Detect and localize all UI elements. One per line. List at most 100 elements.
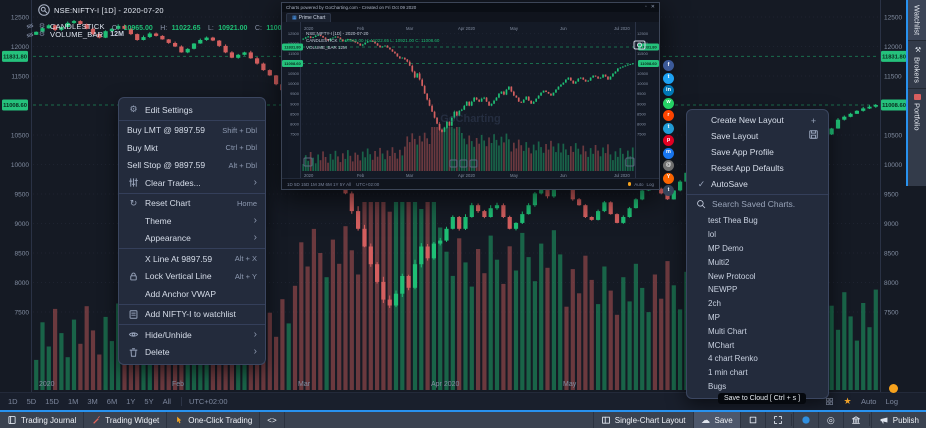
menu-item-add-anchor-vwap[interactable]: Add Anchor VWAP: [119, 285, 265, 303]
layout-menu-label: Reset App Defaults: [711, 163, 784, 173]
toolbar-expand-button[interactable]: [764, 412, 790, 428]
snapshot-tab[interactable]: ▦ Prime Chart: [286, 12, 332, 22]
svg-text:11008.60: 11008.60: [284, 61, 301, 66]
menu-item-buy-lmt-9897-59[interactable]: Buy LMT @ 9897.59 Shift + Dbl: [119, 122, 265, 140]
menu-item-lock-vertical-line[interactable]: Lock Vertical Line Alt + Y: [119, 268, 265, 286]
saved-chart-item[interactable]: Multi2: [708, 257, 730, 267]
snapshot-close-icon[interactable]: ✕: [650, 3, 655, 10]
saved-charts-search-input[interactable]: [712, 199, 812, 209]
share-twitter-icon[interactable]: t: [663, 72, 674, 84]
timeframe-1m[interactable]: 1M: [67, 397, 79, 406]
side-tab-watchlist[interactable]: Watchlist: [908, 0, 926, 41]
snapshot-log-label: Log: [646, 181, 654, 187]
layout-menu-item-reset-app-defaults[interactable]: Reset App Defaults: [687, 160, 828, 176]
toolbar-stop-button[interactable]: [739, 412, 765, 428]
svg-text:8000: 8000: [15, 280, 30, 287]
menu-item-theme[interactable]: Theme ›: [119, 212, 265, 230]
saved-chart-item[interactable]: lol: [708, 230, 717, 240]
saved-chart-item[interactable]: MP Demo: [708, 243, 744, 253]
toolbar-single-chart-layout-button[interactable]: Single-Chart Layout: [592, 412, 693, 428]
timeframe-5d[interactable]: 5D: [26, 397, 37, 406]
menu-item-sell-stop-9897-59[interactable]: Sell Stop @ 9897.59 Alt + Dbl: [119, 157, 265, 175]
svg-text:11500: 11500: [288, 51, 300, 56]
timeframe-5y[interactable]: 5Y: [144, 397, 154, 406]
saved-charts-search[interactable]: [687, 194, 828, 212]
notification-dot[interactable]: [889, 384, 898, 393]
timeframe-15d[interactable]: 15D: [45, 397, 59, 406]
layout-menu-item-save-layout[interactable]: Save Layout: [687, 128, 828, 144]
saved-chart-item[interactable]: MP: [708, 312, 720, 322]
symbol-title: NSE:NIFTY-I [1D] - 2020-07-20: [54, 5, 164, 15]
saved-chart-item[interactable]: 1 min chart: [708, 368, 748, 378]
layout-menu-item-create-new-layout[interactable]: Create New Layout +: [687, 112, 828, 128]
menu-item-clear-trades[interactable]: Clear Trades... ›: [119, 174, 265, 192]
menu-item-buy-mkt[interactable]: Buy Mkt Ctrl + Dbl: [119, 139, 265, 157]
share-linkedin-icon[interactable]: in: [663, 85, 674, 96]
favorite-star-icon[interactable]: ★: [843, 396, 852, 406]
toolbar-one-click-trading-button[interactable]: One-Click Trading: [167, 412, 261, 428]
menu-item-reset-chart[interactable]: ↻ Reset Chart Home: [119, 195, 265, 213]
symbol-search-icon[interactable]: [38, 4, 50, 16]
share-whatsapp-icon[interactable]: w: [663, 97, 674, 109]
volume-settings-gear-icon[interactable]: ⚙: [38, 31, 46, 38]
toolbar-chat-button[interactable]: [792, 412, 818, 428]
menu-item-label: Buy Mkt: [127, 142, 158, 153]
save-tooltip: Save to Cloud [ Ctrl + s ]: [718, 393, 807, 404]
saved-chart-item[interactable]: Multi Chart: [708, 326, 747, 336]
saved-chart-item[interactable]: MChart: [708, 340, 735, 350]
saved-chart-item[interactable]: 4 chart Renko: [708, 354, 758, 364]
grid-settings-icon[interactable]: [825, 397, 834, 406]
menu-item-label: Theme: [145, 215, 172, 226]
svg-text:12500: 12500: [288, 31, 300, 36]
menu-item-edit-settings[interactable]: ⚙ Edit Settings: [119, 101, 265, 119]
open-label: O:: [111, 25, 120, 32]
saved-chart-item[interactable]: test Thea Bug: [708, 216, 758, 226]
side-tab-brokers[interactable]: ⚒ Brokers: [908, 40, 926, 88]
snapshot-timeframes: 1D 5D 15D 1M 3M 6M 1Y 5Y All: [287, 181, 352, 187]
low-value: 10921.00: [218, 25, 248, 32]
saved-chart-item[interactable]: 2ch: [708, 299, 721, 309]
menu-item-add-nifty-i-to-watchlist[interactable]: Add NIFTY-I to watchlist: [119, 306, 265, 324]
toolbar-save-button[interactable]: ☁ Save: [692, 412, 740, 428]
hide-volume-icon[interactable]: [26, 31, 34, 39]
side-tab-portfolio[interactable]: Portfolio: [908, 88, 926, 136]
share-reddit-icon[interactable]: r: [663, 110, 674, 121]
toolbar-trading-widget-button[interactable]: Trading Widget: [84, 412, 168, 428]
toolbar-publish-button[interactable]: Publish: [870, 412, 926, 428]
saved-chart-item[interactable]: Bugs: [708, 381, 727, 391]
share-telegram-icon[interactable]: t: [663, 122, 674, 134]
menu-item-x-line-at-9897-59[interactable]: X Line At 9897.59 Alt + X: [119, 250, 265, 268]
timeframe-6m[interactable]: 6M: [106, 397, 118, 406]
menu-item-hide-unhide[interactable]: Hide/Unhide ›: [119, 326, 265, 344]
svg-text:8500: 8500: [290, 111, 300, 116]
toolbar-trading-journal-button[interactable]: Trading Journal: [0, 412, 85, 428]
svg-text:11500: 11500: [884, 73, 902, 80]
timeframe-3m[interactable]: 3M: [87, 397, 98, 406]
share-email-icon[interactable]: @: [663, 160, 674, 171]
layout-menu-item-save-app-profile[interactable]: Save App Profile: [687, 144, 828, 160]
log-scale-toggle[interactable]: Log: [885, 397, 898, 406]
share-hackernews-icon[interactable]: Y: [663, 172, 674, 184]
menu-item-delete[interactable]: Delete ›: [119, 344, 265, 362]
hide-series-icon[interactable]: [26, 22, 34, 30]
menu-item-appearance[interactable]: Appearance ›: [119, 230, 265, 248]
share-pinterest-icon[interactable]: p: [663, 135, 674, 146]
snapshot-expand-icon[interactable]: ▫: [645, 3, 647, 10]
timezone-label[interactable]: UTC+02:00: [188, 397, 228, 406]
timeframe-1y[interactable]: 1Y: [126, 397, 136, 406]
share-messenger-icon[interactable]: m: [663, 147, 674, 159]
timeframe-1d[interactable]: 1D: [8, 397, 18, 406]
series-settings-gear-icon[interactable]: ⚙: [38, 22, 46, 30]
saved-chart-item[interactable]: NEWPP: [708, 285, 738, 295]
layout-menu-item-autosave[interactable]: ✓ AutoSave: [687, 176, 828, 192]
timeframe-all[interactable]: All: [162, 397, 171, 406]
share-tumblr-icon[interactable]: t: [663, 185, 674, 196]
toolbar-bank-button[interactable]: [842, 412, 868, 428]
share-facebook-icon[interactable]: f: [663, 60, 674, 71]
saved-chart-item[interactable]: New Protocol: [708, 271, 756, 281]
toolbar-target-button[interactable]: ◎: [817, 412, 843, 428]
toolbar--button[interactable]: <>: [260, 412, 285, 428]
menu-item-shortcut: Alt + X: [234, 254, 257, 264]
svg-text:Feb: Feb: [172, 381, 184, 388]
auto-scale-toggle[interactable]: Auto: [861, 397, 877, 406]
